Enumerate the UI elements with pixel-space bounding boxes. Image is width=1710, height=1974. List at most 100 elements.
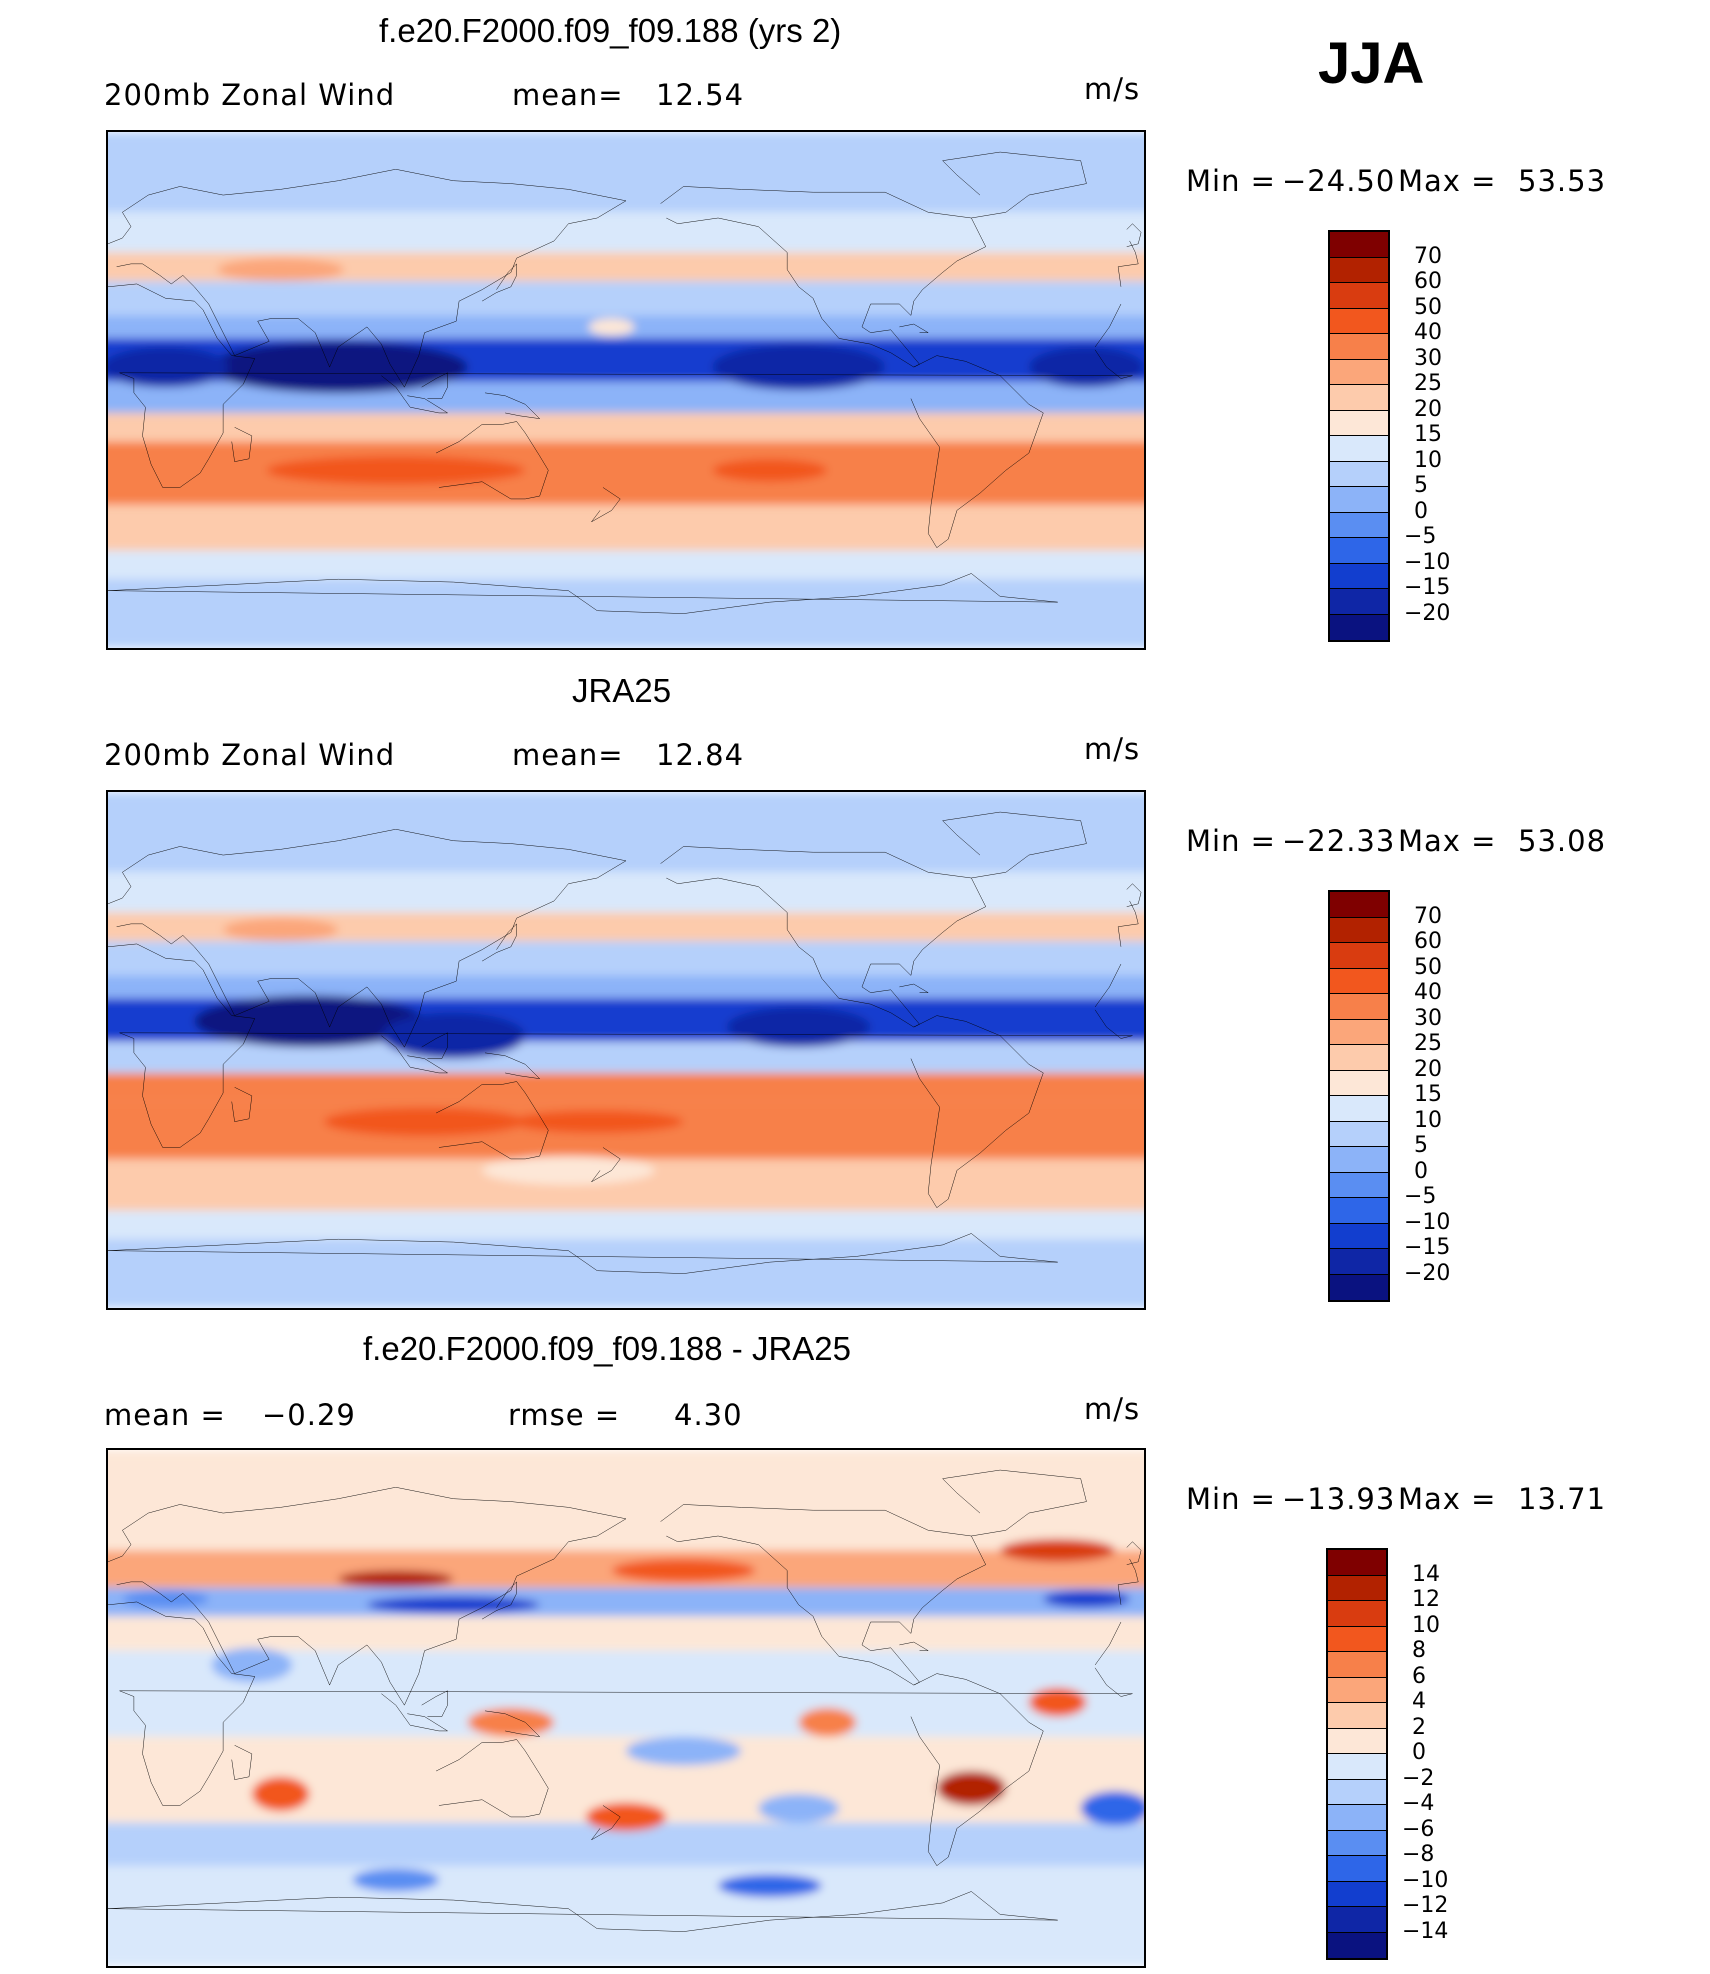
indonesia-coastline <box>381 1694 447 1731</box>
obs-colorbar-tick: 25 <box>1414 1031 1442 1056</box>
australia-coastline <box>436 422 548 499</box>
diff-band-0 <box>108 1450 1144 1551</box>
uk-coastline <box>1127 1542 1141 1565</box>
obs-colorbar-tick: 5 <box>1414 1133 1428 1158</box>
obs-coastlines <box>108 812 1141 1274</box>
diff-anomaly-14 <box>352 1868 439 1892</box>
obs-colorbar-swatch <box>1330 1096 1388 1122</box>
model-colorbar-tick: 20 <box>1414 396 1442 422</box>
model-colorbar-swatch <box>1330 614 1388 640</box>
panel1-mean-label: mean= <box>512 78 624 112</box>
diff-colorbar-tick: 6 <box>1412 1663 1426 1689</box>
panel2-min-value: −22.33 <box>1282 824 1396 858</box>
panel2-contour-plot <box>108 792 1144 1308</box>
uk-coastline <box>1127 884 1141 907</box>
diff-anomaly-13 <box>718 1874 822 1898</box>
diff-anomaly-7 <box>585 1802 667 1832</box>
cuba-coastline <box>899 1642 928 1651</box>
obs-colorbar-swatch <box>1330 1121 1388 1147</box>
model-anomaly-4 <box>266 455 526 485</box>
model-anomaly-2 <box>712 344 885 390</box>
diff-anomaly-15 <box>467 1708 555 1737</box>
obs-field-layer <box>108 792 1144 1308</box>
obs-band-11 <box>108 1239 1144 1308</box>
panel1-map <box>106 130 1146 650</box>
indonesia-coastline <box>381 376 447 413</box>
newguinea-coastline <box>485 1711 540 1737</box>
namerica-coastline <box>661 846 986 1027</box>
panel3-min-label: Min = <box>1186 1482 1276 1516</box>
panel3-colorbar <box>1326 1548 1388 1960</box>
diff-anomaly-10 <box>1028 1687 1087 1717</box>
diff-anomaly-9 <box>251 1776 310 1812</box>
panel1-min-value: −24.50 <box>1282 164 1396 198</box>
model-colorbar-swatch <box>1330 283 1388 309</box>
diff-colorbar-tick: −12 <box>1402 1893 1449 1918</box>
obs-colorbar-tick: 60 <box>1414 929 1442 954</box>
diff-colorbar-swatch <box>1328 1754 1386 1780</box>
obs-colorbar-swatch <box>1330 1249 1388 1275</box>
obs-colorbar-tick: 20 <box>1414 1056 1442 1082</box>
eurasia-coastline <box>108 169 626 387</box>
obs-colorbar-swatch <box>1330 892 1388 918</box>
cuba-coastline <box>899 324 928 333</box>
newguinea-coastline <box>485 1053 540 1079</box>
diff-anomaly-17 <box>211 1647 293 1683</box>
diff-colorbar-tick: −2 <box>1402 1765 1435 1791</box>
obs-anomaly-6 <box>919 912 1024 936</box>
obs-anomaly-5 <box>482 1156 655 1185</box>
obs-colorbar-swatch <box>1330 917 1388 943</box>
model-colorbar-tick: 70 <box>1414 243 1442 269</box>
newzealand-coastline <box>591 1147 620 1181</box>
model-anomaly-3 <box>1028 347 1144 388</box>
model-colorbar-tick: 25 <box>1414 371 1442 396</box>
greenland-coastline <box>943 812 1087 878</box>
obs-colorbar-swatch <box>1330 943 1388 969</box>
diff-anomaly-4 <box>1043 1590 1130 1608</box>
model-colorbar-swatch <box>1330 436 1388 462</box>
obs-colorbar-tick: 10 <box>1414 1107 1442 1133</box>
japan-coastline <box>482 264 517 301</box>
obs-band-3 <box>108 941 1144 976</box>
panel2-variable-label: 200mb Zonal Wind <box>104 738 396 772</box>
obs-colorbar-swatch <box>1330 1147 1388 1173</box>
newzealand-coastline <box>591 1805 620 1839</box>
obs-colorbar-tick: −10 <box>1404 1209 1451 1235</box>
madagascar-coastline <box>232 427 252 461</box>
diff-coastlines <box>108 1470 1141 1932</box>
obs-colorbar-tick: 70 <box>1414 903 1442 929</box>
greenland-coastline <box>943 152 1087 218</box>
panel2-max-label: Max = <box>1398 824 1497 858</box>
diff-colorbar-swatch <box>1328 1932 1386 1958</box>
panel3-units: m/s <box>1084 1392 1141 1426</box>
model-colorbar-swatch <box>1330 538 1388 564</box>
model-colorbar-tick: −15 <box>1404 575 1451 600</box>
australia-coastline <box>436 1082 548 1159</box>
model-colorbar-swatch <box>1330 589 1388 615</box>
model-colorbar-swatch <box>1330 359 1388 385</box>
model-colorbar-tick: 15 <box>1414 422 1442 447</box>
diff-colorbar-swatch <box>1328 1626 1386 1652</box>
obs-colorbar-tick: 15 <box>1414 1082 1442 1107</box>
obs-anomaly-4 <box>510 1110 684 1134</box>
obs-colorbar-swatch <box>1330 1172 1388 1198</box>
diff-colorbar-swatch <box>1328 1703 1386 1729</box>
diff-band-7 <box>108 1865 1144 1966</box>
model-colorbar-tick: 0 <box>1414 498 1428 524</box>
indonesia-coastline <box>381 1036 447 1073</box>
model-band-7 <box>108 412 1144 442</box>
obs-colorbar-swatch <box>1330 1198 1388 1224</box>
obs-band-0 <box>108 792 1144 873</box>
diff-colorbar-tick: 12 <box>1412 1587 1440 1612</box>
model-anomaly-6 <box>217 258 344 282</box>
africa-coastline <box>108 1602 1132 1806</box>
model-colorbar-tick: 30 <box>1414 345 1442 371</box>
greenland-coastline <box>943 1470 1087 1536</box>
diff-colorbar-swatch <box>1328 1677 1386 1703</box>
obs-colorbar-tick: 50 <box>1414 954 1442 980</box>
panel2-mean-value: 12.84 <box>656 738 745 772</box>
model-anomaly-1 <box>108 347 229 388</box>
eurasia-coastline <box>108 829 626 1047</box>
obs-band-6 <box>108 1041 1144 1073</box>
model-colorbar-tick: −10 <box>1404 549 1451 575</box>
